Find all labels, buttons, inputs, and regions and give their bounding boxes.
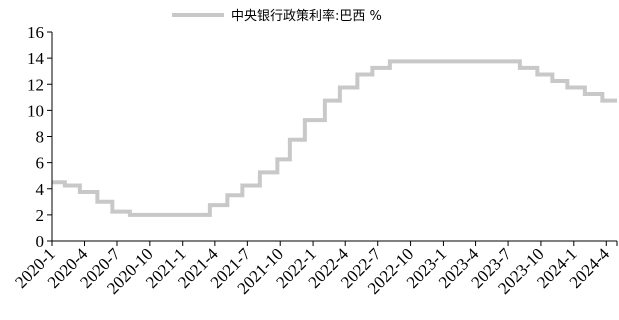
y-tick-label: 8 [36, 128, 45, 147]
y-tick-label: 14 [27, 49, 45, 68]
y-tick-label: 0 [36, 232, 45, 251]
y-tick-label: 10 [27, 101, 44, 120]
y-tick-label: 4 [36, 180, 45, 199]
y-axis: 0 2 4 6 8 10 12 14 16 [27, 23, 53, 251]
y-tick-label: 6 [36, 154, 45, 173]
y-tick-label: 2 [36, 206, 45, 225]
legend-label: 中央银行政策利率:巴西 % [231, 8, 382, 24]
series-line [52, 59, 617, 217]
legend: 中央银行政策利率:巴西 % [172, 8, 382, 24]
plot-area [52, 59, 617, 217]
y-tick-label: 16 [27, 23, 44, 42]
x-axis: 2020-12020-42020-72020-102021-12021-4202… [11, 240, 618, 298]
y-tick-label: 12 [27, 75, 44, 94]
